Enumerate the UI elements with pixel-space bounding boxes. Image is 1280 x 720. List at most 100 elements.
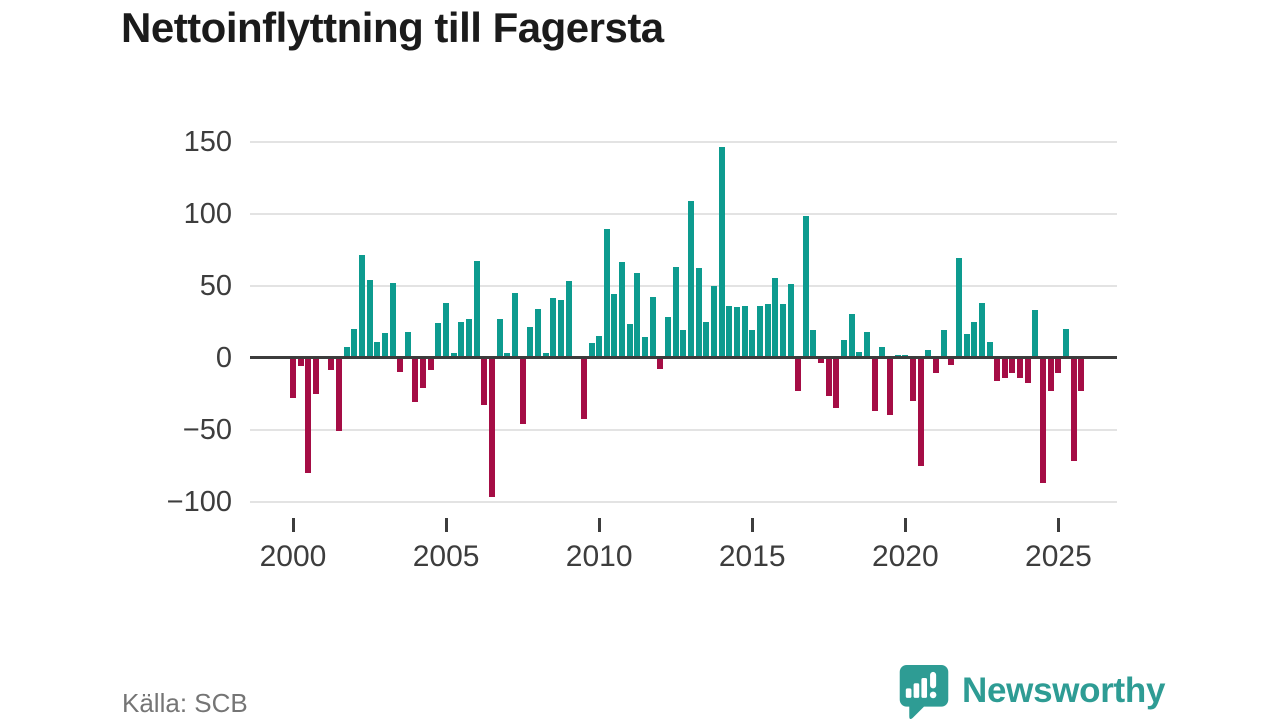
bar-2008-q1 (534, 308, 541, 358)
gridline-100 (250, 212, 1117, 215)
bar-2023-q1 (994, 357, 1001, 381)
bar-2015-q1 (749, 330, 756, 358)
newsworthy-wordmark: Newsworthy (962, 671, 1166, 710)
bar-2019-q3 (887, 357, 893, 416)
bar-2012-q1 (657, 357, 664, 370)
x-axis-label-2015: 2015 (718, 540, 786, 573)
bar-2013-q3 (703, 321, 710, 358)
bar-2022-q4 (986, 341, 993, 358)
bar-2008-q4 (557, 299, 564, 358)
bar-2019-q1 (871, 357, 878, 411)
bar-2021-q1 (932, 357, 939, 374)
y-axis-label--100: −100 (166, 485, 232, 518)
bar-2006-q3 (489, 357, 495, 498)
bar-2022-q3 (978, 302, 985, 358)
bar-2010-q1 (596, 335, 603, 358)
bar-2016-q3 (795, 357, 802, 391)
x-tick-2000 (291, 518, 295, 532)
bar-2018-q1 (841, 340, 848, 358)
bar-2010-q4 (619, 262, 626, 358)
bar-2003-q2 (389, 282, 396, 358)
bar-2023-q3 (1009, 357, 1016, 374)
y-axis-label-150: 150 (183, 125, 232, 158)
bar-2014-q1 (718, 147, 725, 358)
source-note: Källa: SCB (122, 688, 248, 718)
bar-2016-q4 (802, 216, 809, 358)
x-axis-label-2005: 2005 (412, 540, 480, 573)
bar-2017-q4 (833, 357, 840, 408)
bar-2001-q4 (343, 347, 350, 358)
bar-2005-q2 (450, 353, 457, 358)
y-axis-label-0: 0 (215, 341, 232, 374)
bar-2011-q1 (626, 324, 633, 358)
bar-2021-q3 (948, 357, 955, 365)
x-tick-2010 (597, 518, 601, 532)
gridline-50 (250, 284, 1117, 287)
bar-2012-q4 (680, 330, 687, 358)
bar-2007-q4 (527, 327, 534, 358)
bar-2012-q2 (665, 317, 672, 358)
bar-2009-q1 (565, 281, 572, 358)
bar-2002-q3 (366, 279, 373, 358)
bar-2022-q2 (971, 321, 978, 358)
bar-2014-q2 (726, 305, 733, 358)
bar-2005-q1 (443, 302, 450, 358)
bar-2019-q2 (879, 347, 886, 358)
bar-2017-q3 (825, 357, 832, 397)
bar-2025-q1 (1055, 357, 1062, 374)
bar-2004-q2 (420, 357, 427, 388)
y-axis-label--50: −50 (182, 413, 232, 446)
newsworthy-logo-icon (899, 665, 949, 719)
bar-2024-q2 (1032, 309, 1039, 358)
bar-2020-q4 (925, 350, 932, 358)
bar-2005-q3 (458, 321, 465, 358)
x-tick-2005 (444, 518, 448, 532)
bar-2005-q4 (466, 318, 473, 358)
bar-2018-q3 (856, 351, 863, 358)
bar-2001-q2 (328, 357, 335, 371)
x-tick-2025 (1056, 518, 1060, 532)
bar-2023-q2 (1001, 357, 1008, 378)
bar-2025-q4 (1078, 357, 1085, 391)
gridline--100 (250, 500, 1117, 503)
bar-2007-q1 (504, 353, 511, 358)
bar-2006-q1 (473, 261, 480, 358)
bar-2009-q4 (588, 343, 595, 358)
bar-2014-q4 (741, 305, 748, 358)
bar-2007-q3 (519, 357, 526, 424)
bar-2024-q3 (1040, 357, 1047, 483)
bar-2014-q3 (733, 307, 740, 358)
bar-2015-q4 (772, 278, 779, 358)
bar-2015-q3 (764, 304, 771, 358)
x-axis-label-2010: 2010 (565, 540, 633, 573)
bar-2010-q2 (603, 229, 610, 358)
bar-2008-q2 (542, 353, 549, 358)
bar-2000-q1 (290, 357, 296, 398)
bar-2013-q4 (710, 285, 717, 358)
bar-2006-q4 (496, 318, 503, 358)
bar-2015-q2 (756, 305, 763, 358)
bar-2025-q2 (1063, 328, 1070, 358)
bar-2002-q2 (358, 255, 365, 358)
gridline--50 (250, 428, 1117, 431)
bar-2018-q2 (848, 314, 855, 358)
bar-2000-q2 (297, 357, 304, 367)
bar-2013-q1 (688, 200, 694, 358)
bar-2018-q4 (864, 331, 871, 358)
bar-2013-q2 (695, 268, 702, 358)
bar-2020-q3 (917, 357, 924, 466)
x-tick-2020 (903, 518, 907, 532)
x-axis-zero-line (250, 356, 1117, 359)
bar-2003-q4 (404, 331, 411, 358)
bar-2024-q1 (1024, 357, 1031, 384)
bar-2020-q2 (909, 357, 916, 401)
bar-2012-q3 (672, 266, 679, 358)
bar-2016-q1 (779, 304, 786, 358)
bar-2009-q3 (580, 357, 587, 420)
gridline-150 (250, 140, 1117, 143)
bar-2011-q3 (642, 337, 649, 358)
bar-2010-q3 (611, 294, 618, 358)
bar-2002-q4 (374, 341, 381, 358)
bar-2011-q4 (649, 297, 656, 358)
